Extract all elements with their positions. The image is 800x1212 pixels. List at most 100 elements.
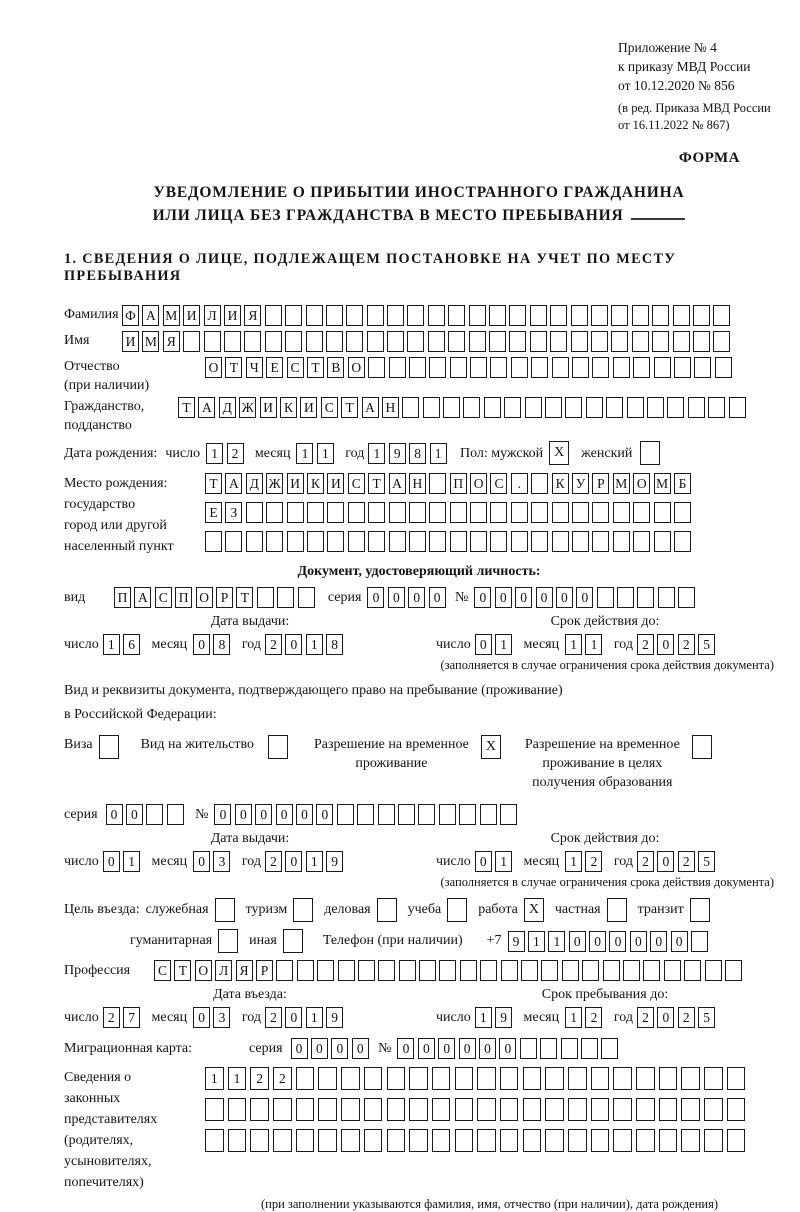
char-cell[interactable]: 0	[657, 1007, 675, 1028]
char-cell[interactable]	[672, 305, 690, 326]
char-cell[interactable]: 8	[213, 634, 231, 655]
char-cell[interactable]	[545, 1129, 564, 1152]
char-cell[interactable]: 0	[568, 930, 586, 952]
char-cell[interactable]	[631, 305, 649, 326]
char-cell[interactable]: И	[183, 305, 201, 326]
char-cell[interactable]: Р	[592, 473, 610, 494]
char-cell[interactable]	[363, 1067, 383, 1090]
char-cell[interactable]	[357, 960, 375, 981]
char-cell[interactable]	[626, 397, 644, 418]
char-cell[interactable]: Т	[205, 473, 222, 494]
char-cell[interactable]	[613, 1098, 632, 1121]
char-cell[interactable]	[592, 531, 610, 552]
char-cell[interactable]	[454, 1098, 474, 1121]
char-cell[interactable]: 1	[368, 442, 386, 464]
char-cell[interactable]	[499, 1067, 519, 1090]
char-cell[interactable]	[541, 960, 559, 981]
char-cell[interactable]	[250, 1098, 269, 1121]
char-cell[interactable]	[408, 502, 426, 523]
char-cell[interactable]	[388, 531, 406, 552]
char-cell[interactable]: 1	[565, 851, 583, 872]
char-cell[interactable]	[388, 502, 406, 523]
char-cell[interactable]	[657, 587, 675, 608]
char-cell[interactable]: 0	[555, 587, 573, 608]
char-cell[interactable]: 2	[265, 851, 282, 872]
char-cell[interactable]	[264, 305, 282, 326]
char-cell[interactable]	[454, 1129, 474, 1152]
char-cell[interactable]	[266, 502, 284, 523]
char-cell[interactable]: 0	[657, 851, 675, 872]
checkbox-tourism[interactable]	[293, 898, 314, 922]
char-cell[interactable]	[590, 331, 608, 352]
char-cell[interactable]	[273, 1129, 292, 1152]
char-cell[interactable]	[468, 331, 486, 352]
char-cell[interactable]	[560, 1038, 578, 1059]
char-cell[interactable]	[726, 1067, 746, 1090]
char-cell[interactable]	[499, 1129, 519, 1152]
char-cell[interactable]: Ж	[239, 397, 257, 418]
char-cell[interactable]	[652, 305, 670, 326]
char-cell[interactable]: А	[198, 397, 216, 418]
char-cell[interactable]: И	[223, 305, 241, 326]
char-cell[interactable]	[714, 357, 732, 378]
char-cell[interactable]: 2	[637, 1007, 654, 1028]
checkbox-official[interactable]	[214, 898, 235, 922]
char-cell[interactable]: Т	[368, 473, 386, 494]
char-cell[interactable]: И	[300, 397, 318, 418]
char-cell[interactable]	[227, 1129, 247, 1152]
char-cell[interactable]: О	[470, 473, 488, 494]
char-cell[interactable]: Б	[673, 473, 691, 494]
char-cell[interactable]	[691, 930, 709, 952]
char-cell[interactable]: 5	[698, 851, 716, 872]
char-cell[interactable]	[590, 1098, 610, 1121]
char-cell[interactable]	[387, 305, 405, 326]
char-cell[interactable]: И	[286, 473, 304, 494]
char-cell[interactable]	[590, 1067, 610, 1090]
char-cell[interactable]	[713, 331, 731, 352]
char-cell[interactable]	[205, 1129, 224, 1152]
char-cell[interactable]	[318, 1129, 337, 1152]
char-cell[interactable]	[592, 502, 610, 523]
char-cell[interactable]: О	[205, 357, 222, 378]
char-cell[interactable]: 6	[123, 634, 141, 655]
char-cell[interactable]	[582, 960, 600, 981]
char-cell[interactable]	[522, 1129, 542, 1152]
char-cell[interactable]	[568, 1129, 587, 1152]
char-cell[interactable]	[540, 1038, 558, 1059]
char-cell[interactable]: Р	[215, 587, 233, 608]
char-cell[interactable]	[470, 531, 488, 552]
char-cell[interactable]	[468, 305, 486, 326]
char-cell[interactable]	[378, 960, 396, 981]
char-cell[interactable]	[596, 587, 614, 608]
char-cell[interactable]: И	[259, 397, 277, 418]
char-cell[interactable]: 1	[305, 634, 323, 655]
char-cell[interactable]	[728, 397, 746, 418]
char-cell[interactable]: 2	[265, 634, 282, 655]
char-cell[interactable]: 1	[474, 1007, 492, 1028]
char-cell[interactable]	[244, 331, 262, 352]
char-cell[interactable]	[398, 960, 416, 981]
char-cell[interactable]	[529, 305, 547, 326]
char-cell[interactable]	[368, 502, 386, 523]
char-cell[interactable]	[724, 960, 742, 981]
char-cell[interactable]	[572, 357, 590, 378]
char-cell[interactable]	[346, 305, 364, 326]
char-cell[interactable]: 3	[213, 1007, 231, 1028]
char-cell[interactable]	[499, 1098, 519, 1121]
char-cell[interactable]: 1	[205, 1067, 224, 1090]
char-cell[interactable]	[427, 331, 445, 352]
char-cell[interactable]: Д	[218, 397, 236, 418]
char-cell[interactable]	[565, 397, 583, 418]
char-cell[interactable]: 1	[227, 1067, 247, 1090]
char-cell[interactable]: 1	[585, 634, 603, 655]
char-cell[interactable]: А	[361, 397, 379, 418]
char-cell[interactable]: 0	[670, 930, 688, 952]
char-cell[interactable]	[704, 1098, 723, 1121]
char-cell[interactable]: Я	[244, 305, 262, 326]
char-cell[interactable]	[250, 1129, 269, 1152]
char-cell[interactable]	[407, 331, 425, 352]
char-cell[interactable]	[637, 587, 655, 608]
char-cell[interactable]	[266, 531, 284, 552]
char-cell[interactable]	[611, 331, 629, 352]
char-cell[interactable]: 0	[296, 804, 314, 825]
